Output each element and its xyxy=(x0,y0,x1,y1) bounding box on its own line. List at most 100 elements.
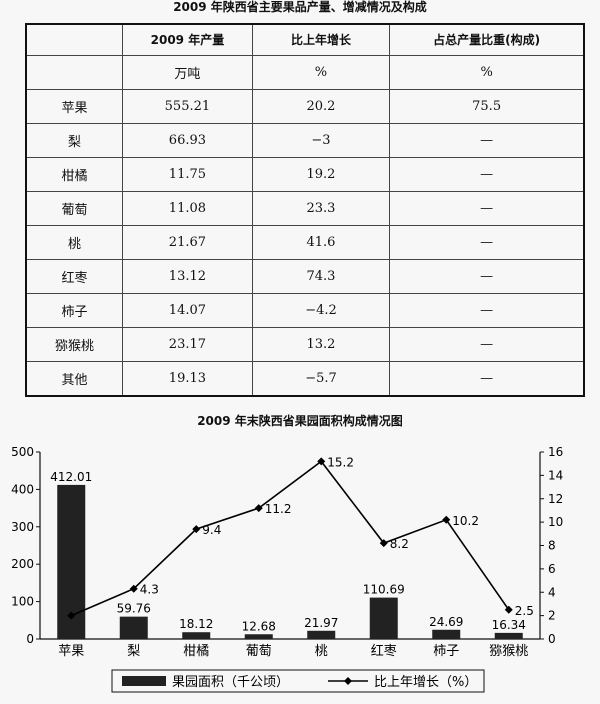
unit-cell: % xyxy=(251,54,391,90)
growth-point xyxy=(254,504,263,513)
bar-value-label: 21.97 xyxy=(304,616,338,630)
row-growth: 13.2 xyxy=(251,326,391,362)
row-growth: 74.3 xyxy=(251,258,391,294)
row-name: 苹果 xyxy=(25,88,124,124)
row-output: 14.07 xyxy=(122,292,253,328)
legend-line-label: 比上年增长（%） xyxy=(374,675,477,690)
row-growth: −4.2 xyxy=(251,292,391,328)
y-right-tick-label: 10 xyxy=(548,515,563,529)
category-label: 柑橘 xyxy=(183,643,209,659)
bar xyxy=(494,632,523,639)
table-unit-row: 万吨 % % xyxy=(25,54,585,90)
category-label: 猕猴桃 xyxy=(489,644,528,659)
y-right-tick-label: 2 xyxy=(548,609,556,623)
y-left-tick-label: 400 xyxy=(11,482,34,496)
table-row: 柿子 14.07 −4.2— xyxy=(25,292,585,328)
fruit-output-table: 2009 年产量 比上年增长 占总产量比重(构成) 万吨 % % 苹果 555.2… xyxy=(25,23,585,397)
bar xyxy=(182,632,211,639)
row-name: 柑橘 xyxy=(25,156,124,192)
category-label: 桃 xyxy=(315,644,328,659)
y-right-tick-label: 14 xyxy=(548,468,563,482)
unit-cell: % xyxy=(389,54,585,90)
row-output: 11.08 xyxy=(122,190,253,226)
category-label: 葡萄 xyxy=(246,644,272,659)
y-right-tick-label: 16 xyxy=(548,445,563,459)
growth-point xyxy=(192,525,201,534)
row-share: — xyxy=(389,156,585,192)
row-name: 葡萄 xyxy=(25,190,124,226)
growth-point xyxy=(67,611,76,620)
header-cell: 2009 年产量 xyxy=(122,23,253,56)
bar-value-label: 16.34 xyxy=(492,618,526,632)
y-right-tick-label: 0 xyxy=(548,632,556,646)
growth-value-label: 2.5 xyxy=(515,604,534,618)
row-growth: −3 xyxy=(251,122,391,158)
category-label: 柿子 xyxy=(433,643,459,659)
category-label: 梨 xyxy=(127,644,140,659)
bar xyxy=(244,634,273,639)
bar-value-label: 59.76 xyxy=(117,602,151,616)
bar-value-label: 24.69 xyxy=(429,615,463,629)
legend-bar-label: 果园面积（千公顷） xyxy=(172,675,289,690)
table-header-row: 2009 年产量 比上年增长 占总产量比重(构成) xyxy=(25,23,585,56)
y-right-tick-label: 12 xyxy=(548,492,563,506)
category-label: 苹果 xyxy=(58,644,84,659)
row-share: — xyxy=(389,122,585,158)
row-share: — xyxy=(389,326,585,362)
row-name: 猕猴桃 xyxy=(25,326,124,362)
row-share: — xyxy=(389,190,585,226)
row-share: — xyxy=(389,360,585,397)
row-name: 柿子 xyxy=(25,292,124,328)
row-share: — xyxy=(389,258,585,294)
growth-value-label: 11.2 xyxy=(265,502,292,516)
legend-box xyxy=(111,669,485,693)
row-output: 11.75 xyxy=(122,156,253,192)
row-growth: 19.2 xyxy=(251,156,391,192)
row-share: — xyxy=(389,224,585,260)
unit-cell: 万吨 xyxy=(122,54,253,90)
bar xyxy=(119,616,148,639)
row-output: 21.67 xyxy=(122,224,253,260)
chart-title: 2009 年末陕西省果园面积构成情况图 xyxy=(197,414,403,428)
row-name: 桃 xyxy=(25,224,124,260)
row-share: 75.5 xyxy=(389,88,585,124)
table-row: 梨 66.93 −3— xyxy=(25,122,585,158)
row-growth: 20.2 xyxy=(251,88,391,124)
row-name: 其他 xyxy=(25,360,124,397)
table-row: 红枣 13.12 74.3— xyxy=(25,258,585,294)
row-output: 555.21 xyxy=(122,88,253,124)
table-row: 葡萄 11.08 23.3— xyxy=(25,190,585,226)
bar xyxy=(369,597,398,639)
legend-line-marker xyxy=(344,677,352,685)
growth-value-label: 8.2 xyxy=(390,537,409,551)
y-left-tick-label: 500 xyxy=(11,445,34,459)
y-right-tick-label: 6 xyxy=(548,562,556,576)
y-left-tick-label: 200 xyxy=(11,557,34,571)
row-name: 梨 xyxy=(25,122,124,158)
legend-bar-swatch xyxy=(122,676,166,686)
table-row: 苹果 555.21 20.2 75.5 xyxy=(25,88,585,124)
growth-value-label: 4.3 xyxy=(140,583,159,597)
row-share: — xyxy=(389,292,585,328)
bar-value-label: 412.01 xyxy=(50,470,92,484)
header-cell xyxy=(25,23,124,56)
row-growth: −5.7 xyxy=(251,360,391,397)
header-cell: 占总产量比重(构成) xyxy=(389,23,585,56)
y-right-tick-label: 4 xyxy=(548,585,556,599)
orchard-area-chart: 0 100 200 300 400 500 0 2 4 6 8 10 12 14 16 412.01 59.76… xyxy=(11,445,563,693)
y-left-tick-label: 0 xyxy=(26,632,34,646)
row-output: 13.12 xyxy=(122,258,253,294)
table-title: 2009 年陕西省主要果品产量、增减情况及构成 xyxy=(173,0,427,14)
table-row: 猕猴桃 23.17 13.2— xyxy=(25,326,585,362)
y-left-tick-label: 300 xyxy=(11,520,34,534)
table-row: 柑橘 11.75 19.2— xyxy=(25,156,585,192)
growth-point xyxy=(442,515,451,524)
growth-point xyxy=(317,457,326,466)
y-left-tick-label: 100 xyxy=(11,595,34,609)
table-row: 桃 21.67 41.6— xyxy=(25,224,585,260)
growth-point xyxy=(379,539,388,548)
y-right-tick-label: 8 xyxy=(548,539,556,553)
bar-value-label: 110.69 xyxy=(363,583,405,597)
unit-cell xyxy=(25,54,124,90)
